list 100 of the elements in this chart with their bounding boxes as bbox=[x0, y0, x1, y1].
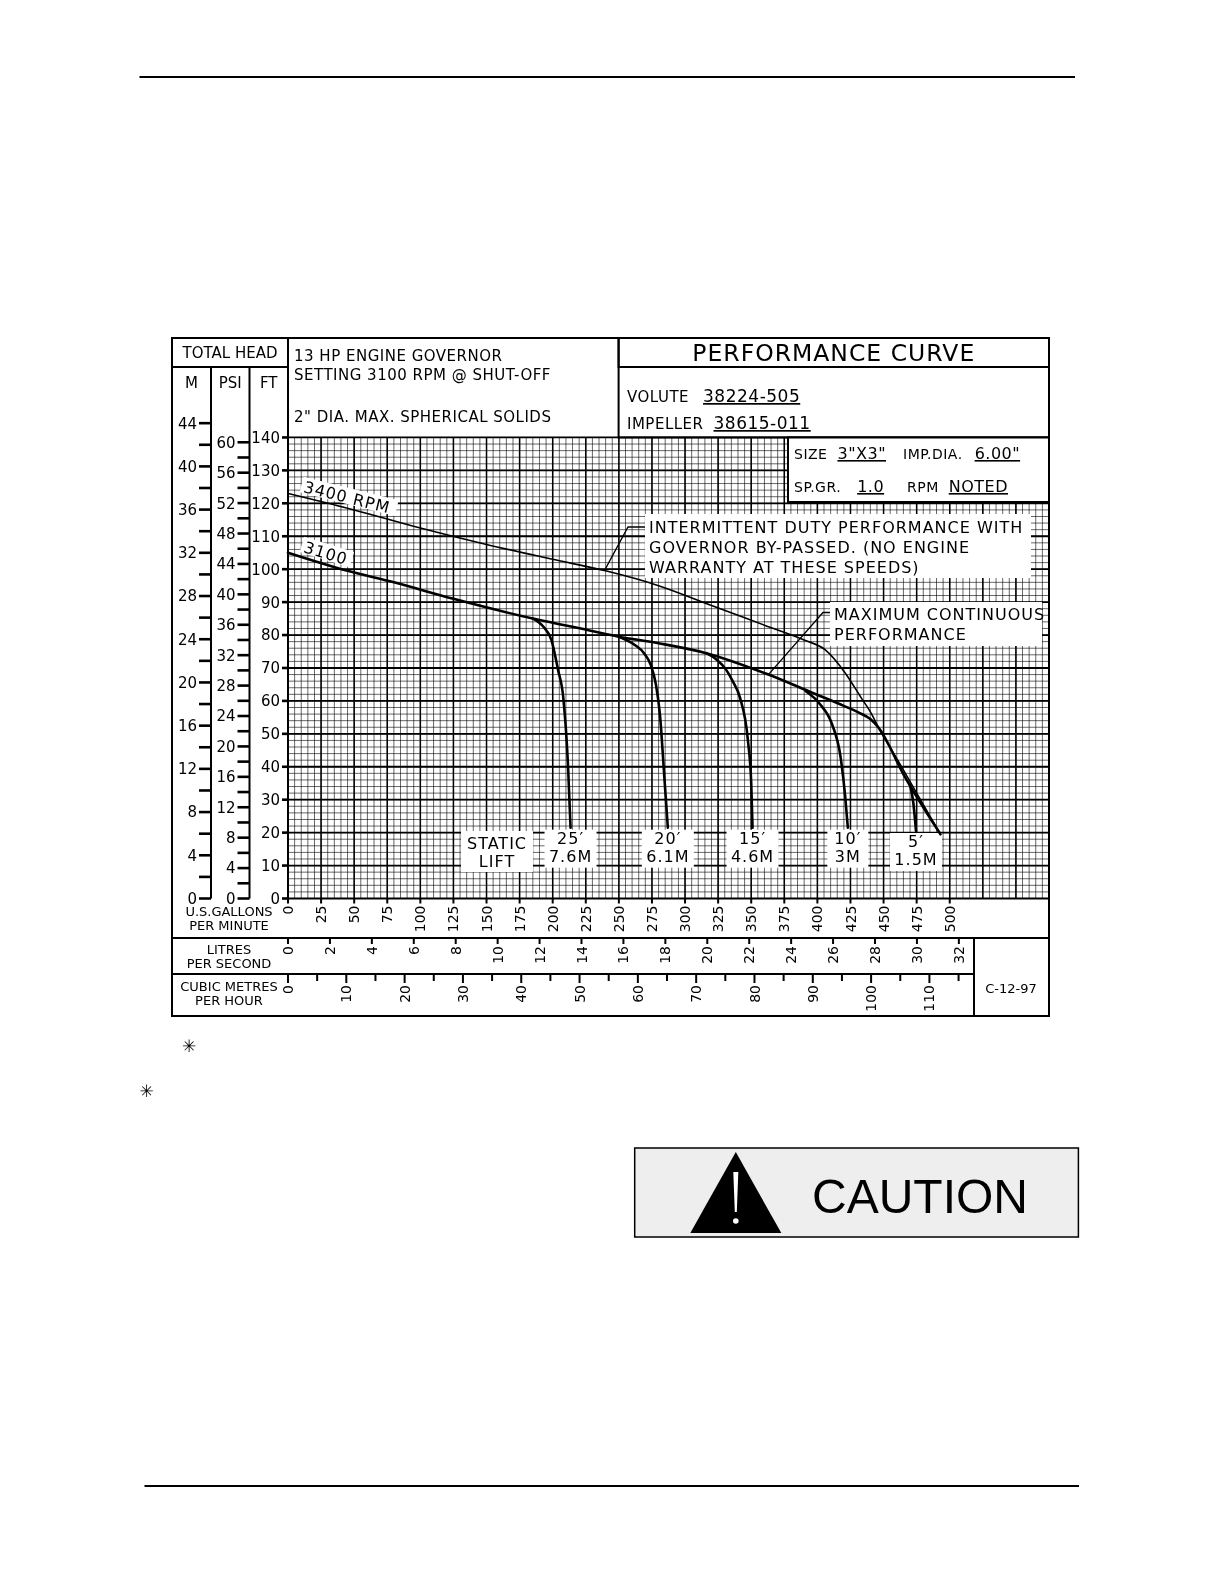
y-axis-title: FT bbox=[259, 374, 279, 392]
y-tick-label: 30 bbox=[260, 791, 280, 810]
y-tick-label: 50 bbox=[260, 725, 280, 744]
x-tick-label: 325 bbox=[710, 905, 727, 933]
text: 60 bbox=[629, 985, 646, 1003]
x2-tick-label: 28 bbox=[867, 946, 884, 964]
y3-tick-label: 20 bbox=[177, 673, 197, 692]
y-tick-label: 130 bbox=[251, 461, 280, 480]
annotation: MAXIMUM CONTINUOUS PERFORMANCE bbox=[834, 605, 1046, 644]
y2-tick-label: 12 bbox=[216, 798, 236, 817]
x-tick-label: 150 bbox=[478, 905, 495, 933]
x-tick-label: 175 bbox=[511, 905, 528, 933]
x2-tick-label: 20 bbox=[699, 946, 716, 964]
x-tick-label: 475 bbox=[908, 905, 925, 933]
text: CAUTION bbox=[812, 1170, 1028, 1223]
y-tick-label: 70 bbox=[260, 659, 280, 678]
text: 50 bbox=[571, 985, 588, 1003]
annotation: IMP.DIA. 6.00" bbox=[903, 444, 1021, 463]
y3-tick-label: 16 bbox=[177, 717, 197, 736]
y3-tick-label: 8 bbox=[187, 803, 197, 822]
text: ✳ bbox=[139, 1081, 154, 1101]
y2-tick-label: 48 bbox=[216, 524, 236, 543]
x-tick-label: 400 bbox=[809, 905, 826, 933]
text: 10 bbox=[338, 985, 355, 1003]
x2-tick-label: 22 bbox=[741, 946, 758, 964]
annotation: SIZE 3"X3" bbox=[794, 444, 886, 463]
text: CUBIC METRES PER HOUR bbox=[180, 979, 278, 1008]
series-label: 15′ 4.6M bbox=[730, 828, 775, 866]
y-tick-label: 140 bbox=[251, 428, 280, 447]
y2-tick-label: 16 bbox=[216, 768, 236, 787]
y-tick-label: 10 bbox=[260, 856, 280, 875]
text: 80 bbox=[746, 985, 763, 1003]
y3-tick-label: 4 bbox=[187, 846, 197, 865]
text: 70 bbox=[688, 985, 705, 1003]
text: 40 bbox=[513, 985, 530, 1003]
y2-axis-title: PSI bbox=[218, 374, 242, 392]
y2-tick-label: 52 bbox=[216, 494, 236, 513]
y3-tick-label: 32 bbox=[177, 544, 197, 563]
series-label: 25′ 7.6M bbox=[548, 828, 593, 866]
x2-tick-label: 8 bbox=[447, 946, 464, 955]
y-tick-label: 20 bbox=[260, 824, 280, 843]
x-tick-label: 0 bbox=[280, 905, 297, 915]
y-tick-label: 0 bbox=[270, 889, 280, 908]
text: 0 bbox=[280, 985, 297, 994]
x2-axis-title: LITRES PER SECOND bbox=[186, 942, 272, 971]
x2-tick-label: 2 bbox=[321, 946, 338, 955]
y3-tick-label: 24 bbox=[177, 630, 197, 649]
text: 30 bbox=[454, 985, 471, 1003]
x-tick-label: 375 bbox=[776, 905, 793, 933]
y3-tick-label: 44 bbox=[177, 414, 197, 433]
text: ✳ bbox=[181, 1036, 197, 1056]
y2-tick-label: 4 bbox=[225, 859, 236, 878]
x-tick-label: 25 bbox=[313, 905, 330, 924]
y-tick-label: 80 bbox=[260, 626, 280, 645]
x-tick-label: 225 bbox=[577, 905, 594, 933]
x-tick-label: 75 bbox=[379, 905, 396, 924]
x-tick-label: 275 bbox=[644, 905, 660, 933]
x2-tick-label: 16 bbox=[615, 945, 632, 964]
annotation: 13 HP ENGINE GOVERNOR SETTING 3100 RPM @ SHUT-OFF bbox=[294, 347, 551, 384]
y-tick-label: 60 bbox=[260, 692, 280, 711]
x-tick-label: 350 bbox=[743, 905, 760, 933]
x-tick-label: 250 bbox=[610, 905, 627, 933]
y2-tick-label: 28 bbox=[216, 677, 236, 695]
x-tick-label: 125 bbox=[445, 905, 462, 933]
x-tick-label: 450 bbox=[875, 905, 892, 933]
text: 3400 RPM bbox=[301, 477, 393, 518]
x-tick-label: 425 bbox=[842, 905, 859, 933]
x2-tick-label: 24 bbox=[783, 945, 800, 964]
text: TOTAL HEAD bbox=[181, 344, 278, 362]
x-tick-label: 500 bbox=[941, 905, 958, 933]
y-tick-label: 110 bbox=[251, 527, 280, 546]
text: C-12-97 bbox=[985, 981, 1037, 996]
y2-tick-label: 20 bbox=[216, 737, 236, 756]
x2-tick-label: 32 bbox=[950, 946, 967, 964]
y2-tick-label: 36 bbox=[216, 616, 236, 635]
series-label: 20′ 6.1M bbox=[646, 828, 690, 866]
text: 3100 bbox=[301, 537, 350, 569]
annotation: 2" DIA. MAX. SPHERICAL SOLIDS bbox=[294, 408, 552, 426]
y2-tick-label: 24 bbox=[216, 707, 236, 726]
y2-tick-label: 40 bbox=[216, 585, 236, 604]
series-label: 5′ 1.5M bbox=[894, 831, 938, 869]
x-tick-label: 100 bbox=[412, 905, 429, 933]
text: 100 bbox=[863, 985, 880, 1012]
x2-tick-label: 0 bbox=[280, 946, 297, 955]
annotation: IMPELLER 38615-011 bbox=[627, 413, 811, 433]
y2-tick-label: 56 bbox=[216, 464, 236, 483]
annotation: SP.GR. 1.0 bbox=[794, 477, 885, 496]
annotation: VOLUTE 38224-505 bbox=[627, 386, 801, 406]
annotation: STATIC LIFT bbox=[466, 834, 528, 871]
annotation: INTERMITTENT DUTY PERFORMANCE WITH GOVERNOR BY-PASSED. (NO ENGINE WARRANTY AT THESE SPEEDS) bbox=[649, 518, 1024, 577]
y3-tick-label: 40 bbox=[177, 457, 197, 476]
y2-tick-label: 44 bbox=[216, 555, 236, 574]
y3-tick-label: 36 bbox=[177, 501, 197, 519]
text: 20 bbox=[396, 985, 413, 1003]
y2-tick-label: 8 bbox=[225, 829, 236, 848]
annotation: RPM NOTED bbox=[907, 477, 1009, 496]
text: 90 bbox=[804, 985, 821, 1003]
y-tick-label: 40 bbox=[260, 758, 280, 777]
y-tick-label: 90 bbox=[260, 593, 280, 612]
x2-tick-label: 26 bbox=[825, 945, 842, 964]
